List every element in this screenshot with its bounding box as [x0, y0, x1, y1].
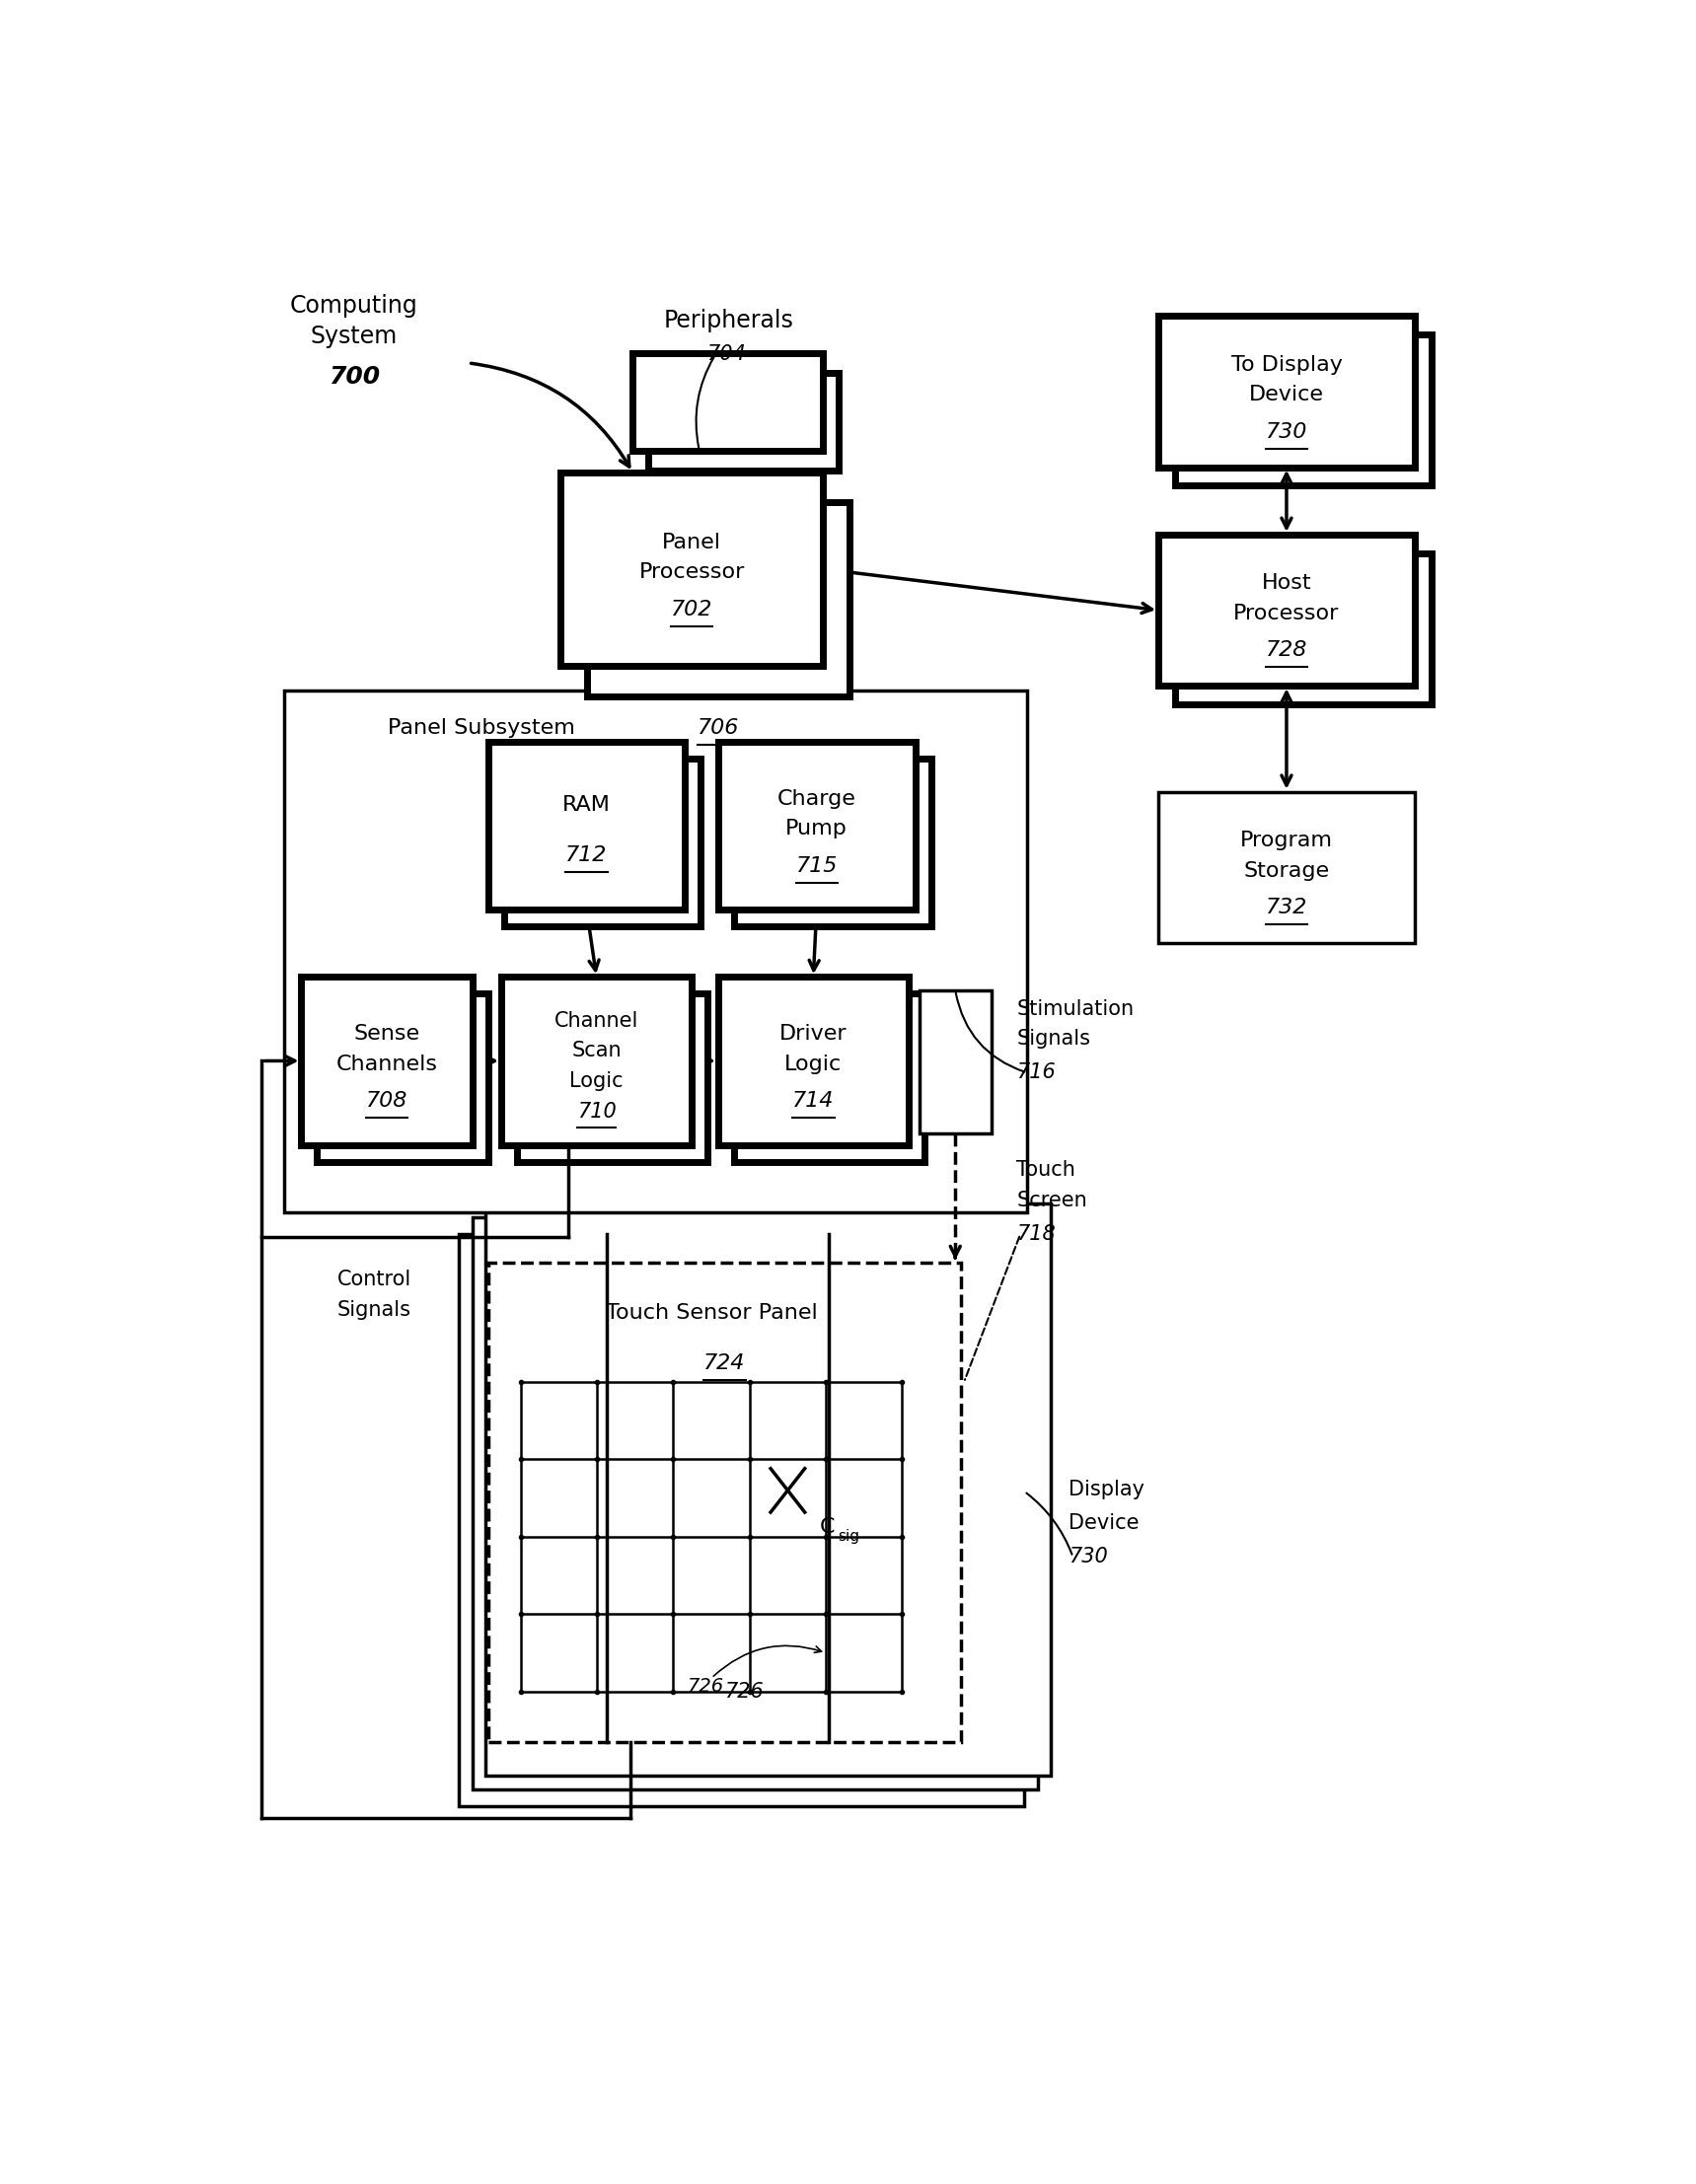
Bar [485, 1203, 1050, 1776]
Bar [560, 472, 823, 666]
Text: 730: 730 [1265, 422, 1308, 441]
Bar [633, 354, 823, 450]
Bar [285, 690, 1026, 1212]
Text: 706: 706 [697, 719, 739, 738]
Bar [504, 758, 700, 926]
Text: Program: Program [1240, 830, 1333, 850]
Bar [1158, 535, 1414, 686]
Text: 700: 700 [329, 365, 380, 389]
Text: Computing: Computing [290, 295, 417, 317]
Text: Touch: Touch [1016, 1160, 1075, 1179]
Text: Scan: Scan [572, 1042, 621, 1061]
Text: Logic: Logic [570, 1070, 624, 1092]
Text: 704: 704 [706, 345, 746, 365]
Text: Processor: Processor [1233, 603, 1340, 622]
Text: System: System [310, 323, 397, 347]
Text: Pump: Pump [785, 819, 848, 839]
Bar [317, 994, 488, 1162]
Text: 702: 702 [672, 598, 712, 620]
Text: Signals: Signals [338, 1299, 410, 1319]
Text: 718: 718 [1016, 1225, 1055, 1245]
Bar [488, 740, 685, 909]
Bar [919, 989, 992, 1133]
Bar [734, 994, 924, 1162]
Text: 732: 732 [1265, 898, 1308, 917]
Text: 726: 726 [724, 1682, 763, 1701]
Bar [302, 976, 471, 1144]
Bar [717, 976, 909, 1144]
Text: 712: 712 [566, 845, 607, 865]
Text: 724: 724 [704, 1354, 746, 1374]
Text: C: C [819, 1518, 834, 1538]
Text: Host: Host [1262, 574, 1311, 594]
Text: Channels: Channels [336, 1055, 438, 1075]
Text: 728: 728 [1265, 640, 1308, 660]
Text: 726: 726 [687, 1677, 722, 1695]
Text: Channel: Channel [555, 1011, 639, 1031]
Bar [1175, 553, 1431, 705]
Bar [648, 373, 840, 470]
Text: Panel: Panel [661, 533, 721, 553]
Text: Storage: Storage [1243, 860, 1330, 880]
Text: Logic: Logic [785, 1055, 843, 1075]
Text: 708: 708 [366, 1092, 407, 1112]
Bar [1175, 334, 1431, 485]
Bar [517, 994, 707, 1162]
Text: Panel Subsystem: Panel Subsystem [388, 719, 575, 738]
Text: Driver: Driver [780, 1024, 848, 1044]
Text: Peripherals: Peripherals [663, 310, 794, 332]
Bar [734, 758, 931, 926]
Bar [488, 1262, 962, 1743]
Text: Stimulation: Stimulation [1016, 998, 1135, 1018]
Bar [471, 1216, 1038, 1789]
Text: Touch Sensor Panel: Touch Sensor Panel [605, 1304, 817, 1324]
Bar [1158, 317, 1414, 467]
Text: 714: 714 [792, 1092, 834, 1112]
Text: Processor: Processor [639, 563, 745, 583]
Text: Device: Device [1068, 1514, 1140, 1533]
Bar [717, 740, 916, 909]
Text: Sense: Sense [354, 1024, 421, 1044]
Text: RAM: RAM [563, 795, 611, 815]
Text: 716: 716 [1016, 1064, 1055, 1083]
Text: Charge: Charge [777, 788, 856, 808]
Text: Control: Control [338, 1269, 410, 1289]
Text: sig: sig [838, 1529, 860, 1544]
Text: 715: 715 [795, 856, 838, 876]
Text: 710: 710 [577, 1101, 616, 1120]
Bar [587, 502, 850, 697]
Text: Display: Display [1068, 1481, 1145, 1500]
Bar [1158, 793, 1414, 943]
Text: 730: 730 [1068, 1546, 1107, 1566]
Text: Signals: Signals [1016, 1029, 1091, 1048]
Text: Screen: Screen [1016, 1190, 1087, 1210]
Bar [460, 1234, 1024, 1806]
Text: Device: Device [1248, 384, 1325, 404]
Text: To Display: To Display [1231, 354, 1342, 373]
Bar [502, 976, 692, 1144]
